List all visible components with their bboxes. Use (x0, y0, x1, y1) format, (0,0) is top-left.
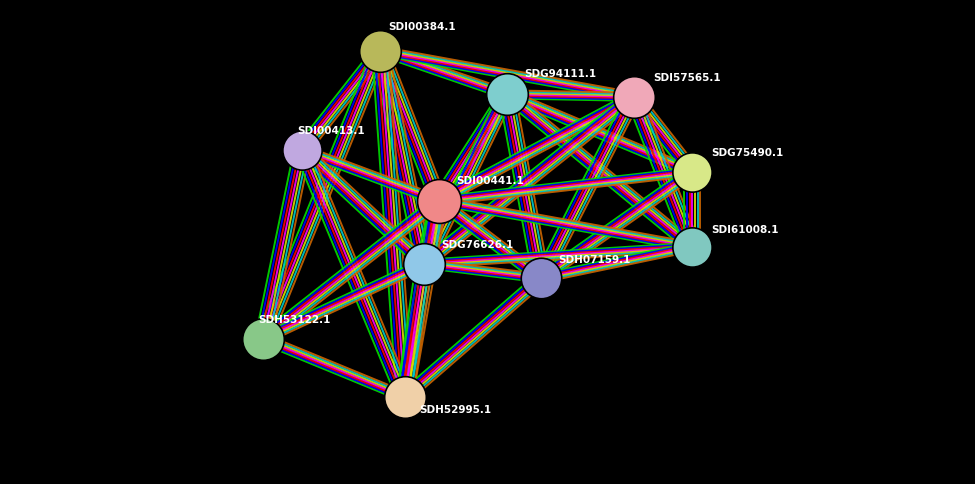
Point (255, 335, 271, 343)
Text: SDG94111.1: SDG94111.1 (525, 69, 597, 79)
Point (431, 197, 447, 205)
Text: SDI61008.1: SDI61008.1 (712, 225, 779, 235)
Point (397, 393, 412, 401)
Point (499, 91, 515, 98)
Point (372, 47, 388, 55)
Text: SDI00413.1: SDI00413.1 (297, 125, 365, 136)
Point (626, 93, 642, 101)
Point (684, 243, 700, 251)
Text: SDG76626.1: SDG76626.1 (442, 240, 514, 250)
Text: SDI57565.1: SDI57565.1 (653, 73, 721, 83)
Point (684, 168, 700, 176)
Text: SDH52995.1: SDH52995.1 (419, 405, 491, 415)
Text: SDH53122.1: SDH53122.1 (258, 315, 331, 325)
Text: SDH07159.1: SDH07159.1 (559, 255, 631, 265)
Text: SDI00441.1: SDI00441.1 (456, 176, 524, 186)
Point (416, 260, 432, 268)
Point (533, 274, 549, 282)
Text: SDI00384.1: SDI00384.1 (388, 22, 455, 32)
Text: SDG75490.1: SDG75490.1 (712, 148, 784, 158)
Point (294, 146, 310, 154)
